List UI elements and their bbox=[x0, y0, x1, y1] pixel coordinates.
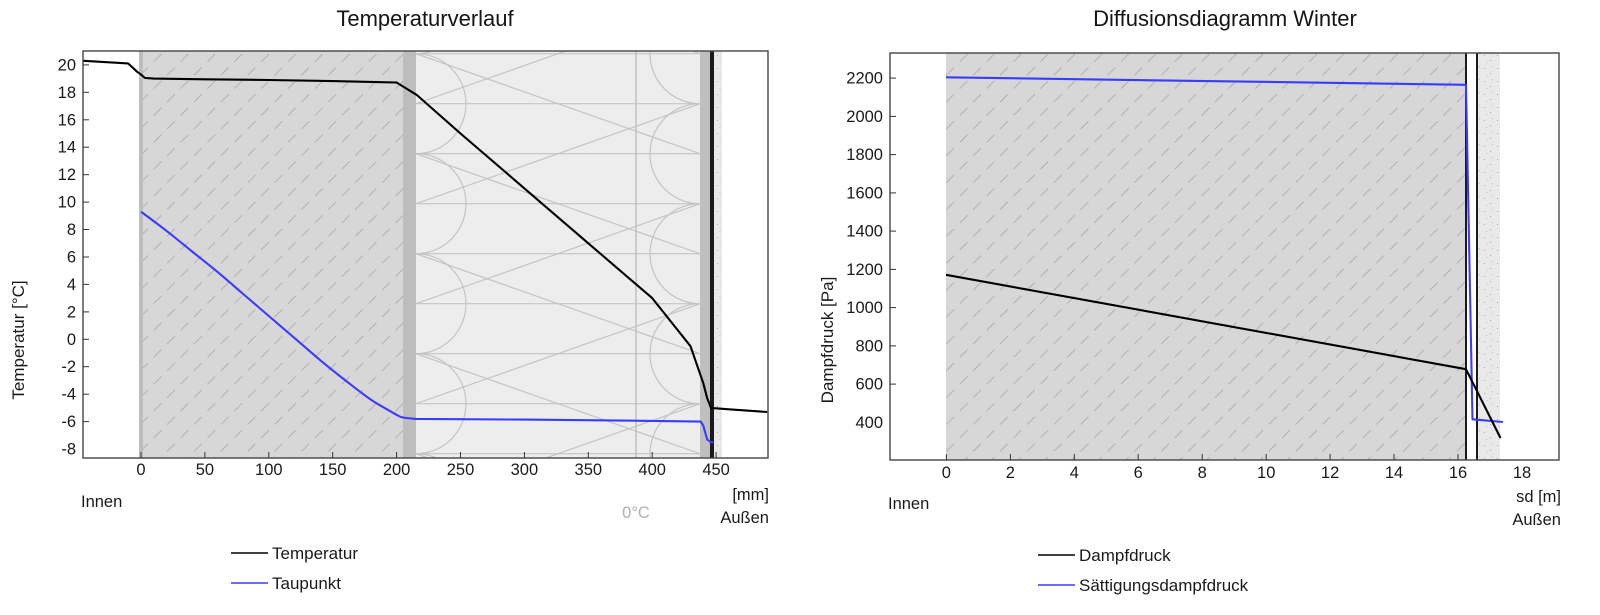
svg-text:400: 400 bbox=[855, 414, 883, 432]
svg-text:Außen: Außen bbox=[1512, 511, 1561, 529]
svg-text:2: 2 bbox=[1006, 464, 1015, 482]
svg-text:8: 8 bbox=[1198, 464, 1207, 482]
svg-text:[mm]: [mm] bbox=[732, 486, 769, 504]
svg-text:-4: -4 bbox=[61, 386, 76, 404]
svg-text:20: 20 bbox=[58, 56, 76, 74]
svg-text:250: 250 bbox=[447, 461, 475, 479]
svg-text:1400: 1400 bbox=[846, 223, 883, 241]
svg-text:400: 400 bbox=[638, 461, 666, 479]
svg-text:18: 18 bbox=[58, 84, 76, 102]
svg-text:Außen: Außen bbox=[720, 509, 769, 527]
svg-text:50: 50 bbox=[196, 461, 214, 479]
svg-text:16: 16 bbox=[1449, 464, 1467, 482]
svg-text:6: 6 bbox=[1134, 464, 1143, 482]
svg-text:0°C: 0°C bbox=[622, 504, 650, 522]
svg-text:-2: -2 bbox=[61, 358, 76, 376]
svg-text:450: 450 bbox=[702, 461, 730, 479]
svg-text:Temperaturverlauf: Temperaturverlauf bbox=[336, 6, 514, 31]
svg-text:Dampfdruck [Pa]: Dampfdruck [Pa] bbox=[818, 277, 837, 404]
svg-text:Diffusionsdiagramm Winter: Diffusionsdiagramm Winter bbox=[1093, 6, 1357, 31]
svg-text:150: 150 bbox=[319, 461, 347, 479]
svg-text:1800: 1800 bbox=[846, 146, 883, 164]
svg-text:Temperatur: Temperatur bbox=[272, 544, 358, 563]
svg-text:800: 800 bbox=[855, 337, 883, 355]
svg-text:0: 0 bbox=[136, 461, 145, 479]
svg-text:2200: 2200 bbox=[846, 70, 883, 88]
svg-text:12: 12 bbox=[58, 166, 76, 184]
svg-text:600: 600 bbox=[855, 376, 883, 394]
svg-text:14: 14 bbox=[58, 139, 76, 157]
svg-text:-8: -8 bbox=[61, 441, 76, 459]
svg-text:200: 200 bbox=[383, 461, 411, 479]
svg-text:100: 100 bbox=[255, 461, 283, 479]
svg-text:10: 10 bbox=[58, 194, 76, 212]
svg-text:4: 4 bbox=[67, 276, 76, 294]
svg-text:Sättigungsdampfdruck: Sättigungsdampfdruck bbox=[1079, 576, 1249, 595]
svg-text:0: 0 bbox=[67, 331, 76, 349]
svg-text:sd [m]: sd [m] bbox=[1516, 488, 1561, 506]
svg-text:1000: 1000 bbox=[846, 299, 883, 317]
svg-text:Dampfdruck: Dampfdruck bbox=[1079, 546, 1171, 565]
svg-text:1200: 1200 bbox=[846, 261, 883, 279]
svg-text:Taupunkt: Taupunkt bbox=[272, 574, 341, 593]
svg-text:14: 14 bbox=[1385, 464, 1403, 482]
svg-text:2000: 2000 bbox=[846, 108, 883, 126]
svg-text:16: 16 bbox=[58, 111, 76, 129]
svg-text:10: 10 bbox=[1257, 464, 1275, 482]
svg-text:6: 6 bbox=[67, 249, 76, 267]
svg-text:8: 8 bbox=[67, 221, 76, 239]
svg-text:18: 18 bbox=[1513, 464, 1531, 482]
svg-text:0: 0 bbox=[942, 464, 951, 482]
svg-text:1600: 1600 bbox=[846, 184, 883, 202]
svg-text:2: 2 bbox=[67, 303, 76, 321]
svg-text:4: 4 bbox=[1070, 464, 1079, 482]
svg-text:Innen: Innen bbox=[81, 493, 122, 511]
svg-text:Innen: Innen bbox=[888, 495, 929, 513]
svg-text:300: 300 bbox=[511, 461, 539, 479]
svg-text:12: 12 bbox=[1321, 464, 1339, 482]
svg-text:-6: -6 bbox=[61, 413, 76, 431]
svg-text:350: 350 bbox=[575, 461, 603, 479]
svg-text:Temperatur [°C]: Temperatur [°C] bbox=[9, 280, 28, 399]
